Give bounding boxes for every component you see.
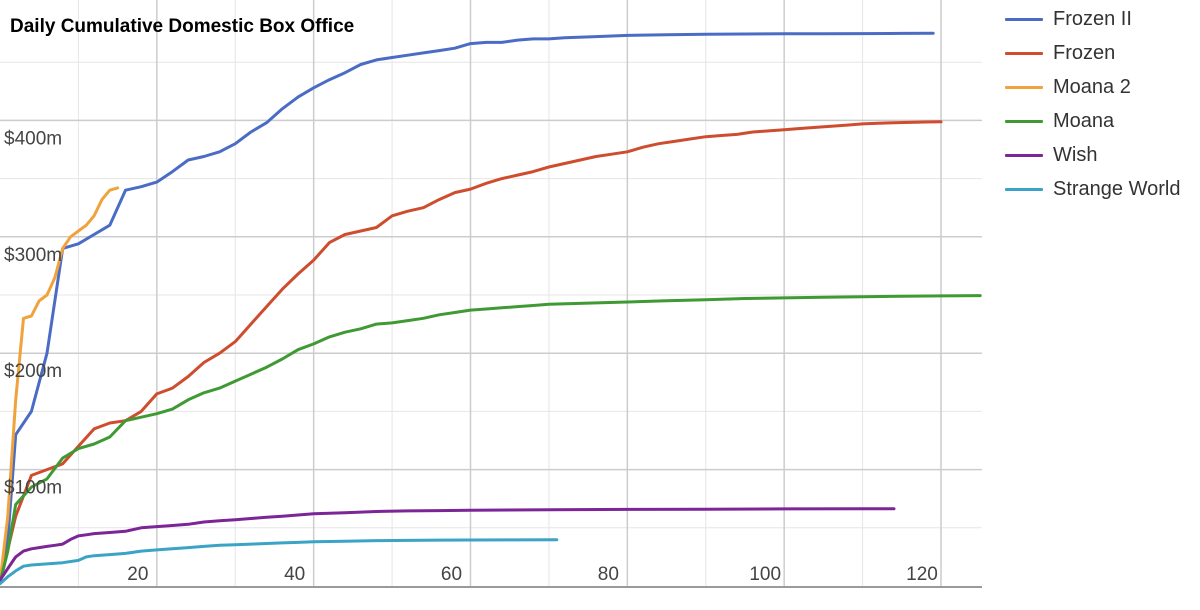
legend-item: Frozen [1005,36,1200,70]
x-tick-label: 60 [441,564,462,585]
legend: Frozen II Frozen Moana 2 Moana Wish Strange W… [1005,2,1200,206]
series-line-wish [0,507,896,582]
legend-item: Moana [1005,104,1200,138]
legend-label: Strange World [1053,177,1181,200]
x-tick-label: 20 [127,564,148,585]
legend-swatch [1005,17,1043,21]
x-tick-label: 40 [284,564,305,585]
legend-swatch [1005,153,1043,157]
legend-item: Strange World [1005,172,1200,206]
legend-swatch [1005,51,1043,55]
series-line-moana [0,294,982,584]
x-tick-label: 120 [906,564,938,585]
y-tick-label: $300m [4,245,62,266]
legend-swatch [1005,119,1043,123]
legend-label: Frozen [1053,41,1116,64]
legend-item: Moana 2 [1005,70,1200,104]
legend-swatch [1005,85,1043,89]
series-line-strange-world [0,538,559,586]
legend-swatch [1005,187,1043,191]
y-tick-label: $100m [4,478,62,499]
legend-item: Frozen II [1005,2,1200,36]
series-line-moana-2 [0,186,120,584]
series-line-frozen [0,120,943,584]
y-tick-label: $200m [4,361,62,382]
legend-label: Moana 2 [1053,75,1131,98]
legend-item: Wish [1005,138,1200,172]
y-tick-label: $400m [4,128,62,149]
chart-title: Daily Cumulative Domestic Box Office [10,16,355,37]
legend-label: Wish [1053,143,1098,166]
legend-label: Moana [1053,109,1115,132]
series-line-frozen-ii [0,31,935,584]
x-tick-label: 100 [749,564,781,585]
legend-label: Frozen II [1053,7,1132,30]
x-tick-label: 80 [598,564,619,585]
